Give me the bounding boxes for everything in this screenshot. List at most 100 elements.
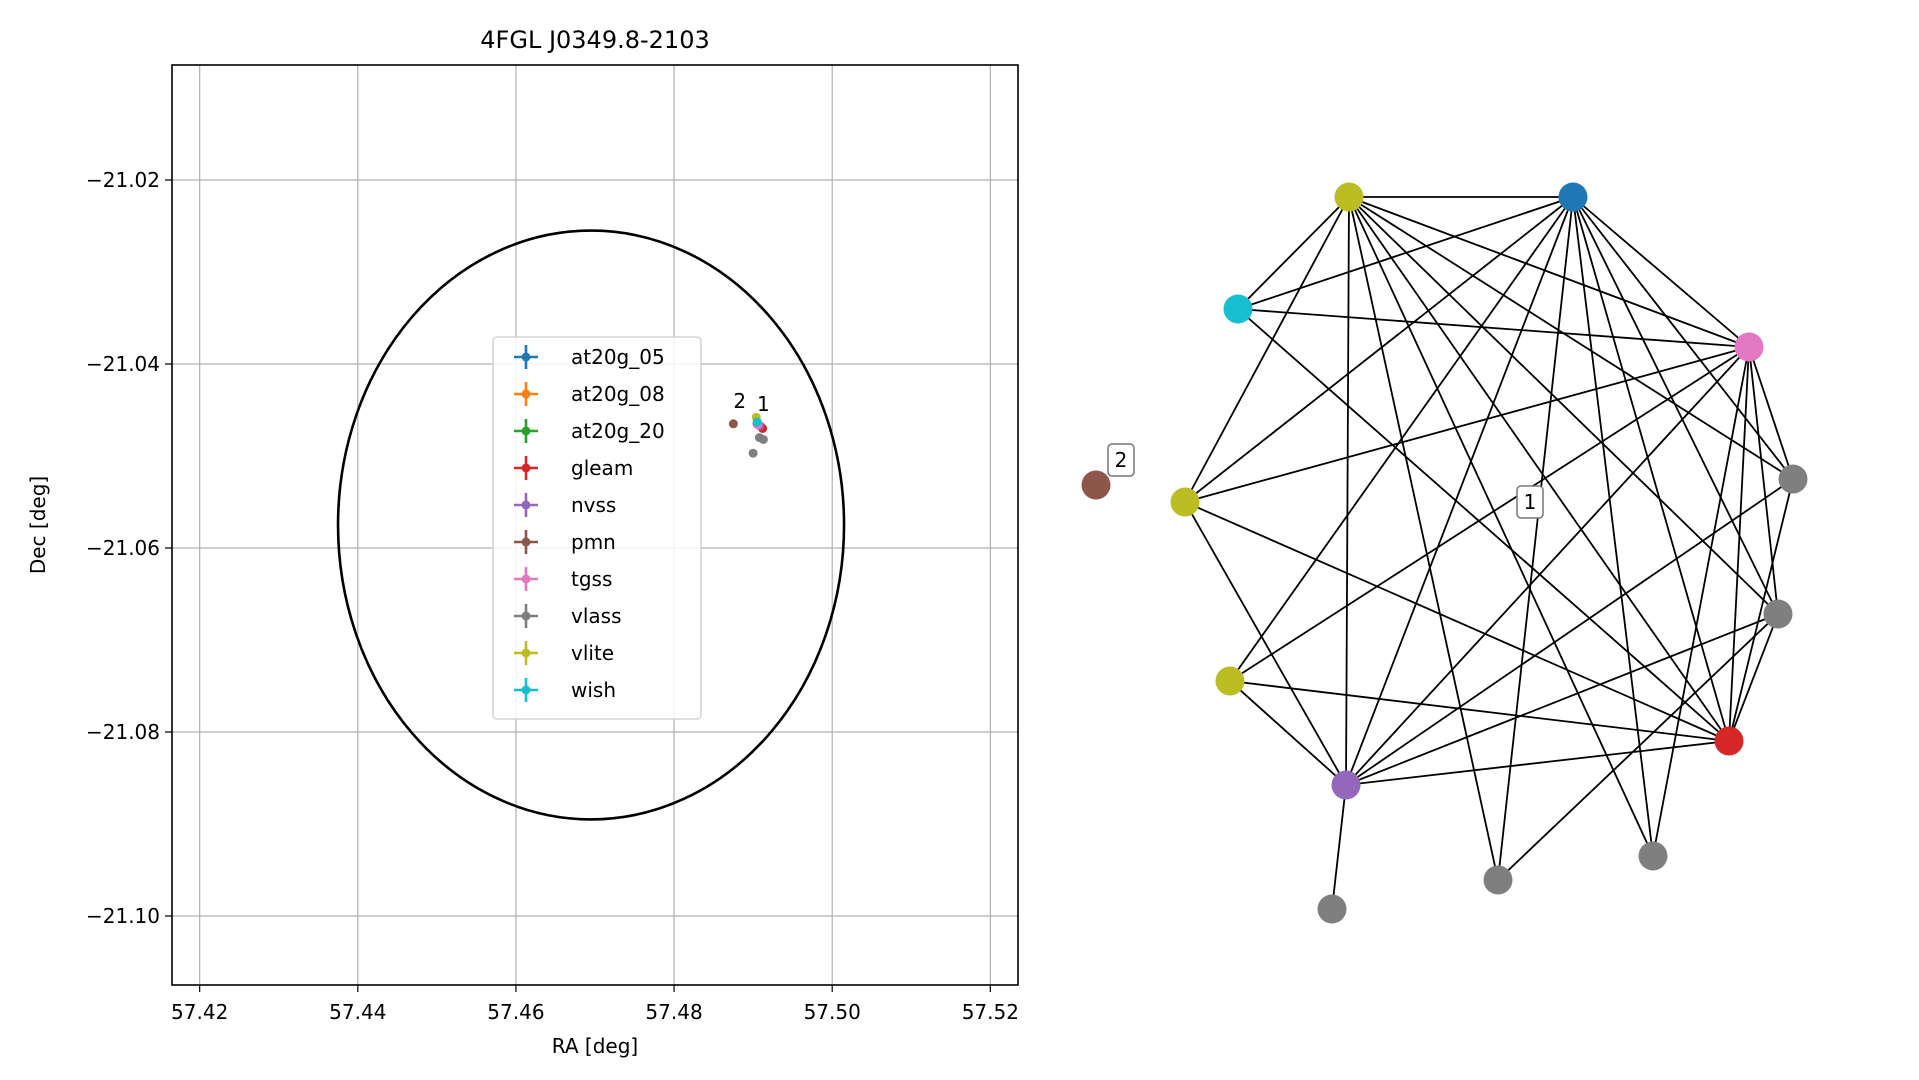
x-tick-label: 57.52: [962, 1000, 1019, 1024]
graph-node-vlass_r1: [1778, 464, 1808, 494]
legend-marker-dot: [521, 574, 531, 584]
vlass-point: [748, 448, 758, 458]
component-label-box: [1516, 485, 1544, 519]
component-labels: 12: [1107, 443, 1544, 519]
graph-edge: [1229, 346, 1750, 682]
legend-marker-dot: [521, 685, 531, 695]
y-tick-label: −21.02: [86, 168, 160, 192]
graph-node-vlass_b1: [1317, 894, 1347, 924]
legend-entry-label: at20g_08: [571, 382, 665, 406]
graph-node-vlite_bl: [1215, 666, 1245, 696]
graph-edge: [1184, 346, 1750, 503]
graph-edge: [1184, 501, 1730, 742]
network-graph: 12: [1081, 182, 1808, 924]
graph-edge: [1229, 680, 1347, 786]
graph-edge: [1348, 196, 1654, 857]
y-axis-ticks: −21.02 −21.04 −21.06 −21.08 −21.10: [86, 168, 172, 928]
wish-point: [752, 417, 762, 427]
y-tick-label: −21.06: [86, 536, 160, 560]
graph-node-vlite_l: [1170, 487, 1200, 517]
legend-entry-label: gleam: [571, 456, 633, 480]
pmn-point: [728, 419, 738, 429]
graph-edge: [1237, 308, 1730, 742]
graph-edge: [1237, 308, 1750, 348]
graph-edge: [1748, 346, 1794, 480]
y-tick-label: −21.10: [86, 904, 160, 928]
graph-edge: [1237, 196, 1350, 310]
legend-entry-label: vlite: [571, 641, 614, 665]
graph-edge: [1229, 680, 1730, 742]
x-tick-label: 57.48: [645, 1000, 702, 1024]
graph-edge: [1572, 196, 1794, 480]
legend-entry-label: at20g_05: [571, 345, 665, 369]
graph-edge: [1348, 196, 1499, 881]
component-label: 2: [1107, 443, 1135, 477]
point-annotation: 1: [757, 392, 770, 416]
legend-marker-dot: [521, 500, 531, 510]
graph-edge: [1184, 501, 1347, 786]
data-points: [728, 412, 768, 458]
graph-edge: [1348, 196, 1794, 480]
graph-node-nvss: [1331, 770, 1361, 800]
graph-edge: [1345, 478, 1794, 786]
error-circle: [336, 229, 846, 821]
x-tick-label: 57.44: [329, 1000, 386, 1024]
graph-edge: [1728, 478, 1794, 742]
legend-marker-dot: [521, 648, 531, 658]
graph-edge: [1184, 196, 1574, 503]
component-label-box: [1107, 443, 1135, 477]
legend-marker-dot: [521, 463, 531, 473]
x-tick-label: 57.42: [171, 1000, 228, 1024]
legend-entry-label: vlass: [571, 604, 622, 628]
graph-edge: [1237, 196, 1574, 310]
legend-entry-label: wish: [571, 678, 616, 702]
graph-node-vlass_r2: [1763, 599, 1793, 629]
legend-entry-label: tgss: [571, 567, 612, 591]
legend-marker-dot: [521, 352, 531, 362]
graph-edge: [1348, 196, 1730, 742]
legend-marker-dot: [521, 426, 531, 436]
graph-edge: [1229, 196, 1574, 682]
graph-edge: [1572, 196, 1779, 615]
x-axis-label: RA [deg]: [552, 1034, 638, 1058]
graph-edge: [1348, 196, 1779, 615]
graph-edge: [1652, 346, 1750, 857]
graph-edge: [1497, 613, 1779, 881]
legend-entry-label: nvss: [571, 493, 616, 517]
graph-edge: [1728, 346, 1750, 742]
y-tick-label: −21.04: [86, 352, 160, 376]
graph-edge: [1184, 196, 1350, 503]
graph-edge: [1331, 784, 1347, 910]
y-tick-label: −21.08: [86, 720, 160, 744]
graph-edge: [1348, 196, 1750, 348]
point-annotation: 2: [733, 389, 746, 413]
x-axis-ticks: 57.42 57.44 57.46 57.48 57.50 57.52: [171, 985, 1019, 1024]
graph-node-tgss: [1734, 332, 1764, 362]
graph-edge: [1572, 196, 1750, 348]
graph-edge: [1748, 346, 1779, 615]
graph-edge: [1728, 613, 1779, 742]
graph-nodes: [1081, 182, 1808, 924]
legend-marker-dot: [521, 537, 531, 547]
graph-edge: [1345, 740, 1730, 786]
association-circle: [336, 229, 846, 821]
graph-node-at20g: [1558, 182, 1588, 212]
legend-box: [492, 336, 702, 720]
y-axis-label: Dec [deg]: [26, 476, 50, 574]
graph-edge: [1345, 346, 1750, 786]
legend-marker-dot: [521, 389, 531, 399]
graph-edge: [1345, 196, 1574, 786]
component-label-text: 1: [1524, 490, 1537, 514]
legend-entry-label: at20g_20: [571, 419, 665, 443]
vlass-point: [758, 434, 768, 444]
component-label: 1: [1516, 485, 1544, 519]
graph-edge: [1345, 196, 1350, 786]
graph-edges: [1184, 196, 1794, 910]
graph-node-pmn: [1081, 470, 1111, 500]
x-tick-label: 57.46: [487, 1000, 544, 1024]
